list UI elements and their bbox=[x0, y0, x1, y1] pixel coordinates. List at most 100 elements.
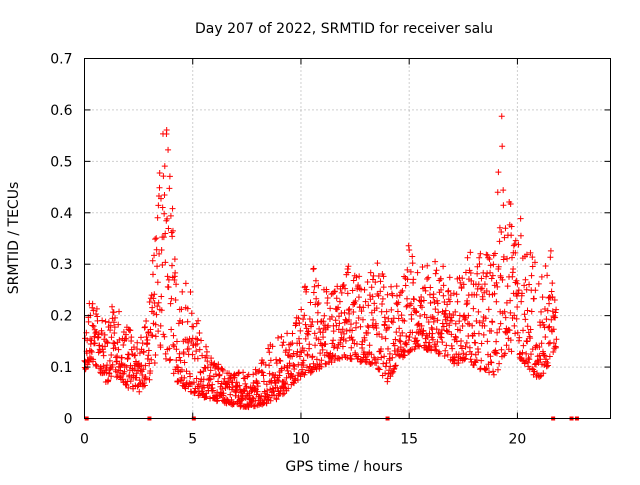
data-point bbox=[207, 367, 214, 374]
data-point bbox=[127, 378, 134, 385]
data-point bbox=[369, 293, 376, 300]
data-point bbox=[333, 322, 340, 329]
data-point bbox=[236, 382, 243, 389]
data-point bbox=[503, 299, 510, 306]
data-point bbox=[130, 385, 137, 392]
data-point bbox=[452, 320, 459, 327]
data-point bbox=[201, 384, 208, 391]
data-point bbox=[278, 333, 285, 340]
data-point bbox=[235, 370, 242, 377]
data-point bbox=[428, 324, 435, 331]
data-point bbox=[123, 364, 130, 371]
data-point bbox=[112, 314, 119, 321]
data-point bbox=[328, 359, 335, 366]
data-point bbox=[327, 305, 334, 312]
data-point bbox=[146, 298, 153, 305]
data-point bbox=[184, 305, 191, 312]
data-point bbox=[336, 320, 343, 327]
data-point bbox=[543, 316, 550, 323]
data-point bbox=[142, 323, 149, 330]
data-point bbox=[411, 296, 418, 303]
data-point bbox=[104, 362, 111, 369]
data-point bbox=[192, 341, 199, 348]
data-point bbox=[245, 404, 252, 411]
data-point bbox=[547, 254, 554, 261]
data-point bbox=[493, 338, 500, 345]
data-point bbox=[86, 358, 93, 365]
data-point bbox=[200, 376, 207, 383]
data-point bbox=[379, 300, 386, 307]
data-point bbox=[383, 308, 390, 315]
data-point bbox=[510, 266, 517, 273]
data-point bbox=[362, 298, 369, 305]
data-point bbox=[361, 286, 368, 293]
data-point bbox=[140, 366, 147, 373]
data-point bbox=[486, 256, 493, 263]
data-point bbox=[280, 339, 287, 346]
data-point bbox=[228, 396, 235, 403]
data-point bbox=[442, 347, 449, 354]
data-point bbox=[368, 351, 375, 358]
data-point bbox=[430, 315, 437, 322]
data-point bbox=[159, 261, 166, 268]
data-point bbox=[432, 270, 439, 277]
data-point bbox=[321, 312, 328, 319]
data-point bbox=[367, 269, 374, 276]
data-point bbox=[394, 308, 401, 315]
data-point bbox=[152, 321, 159, 328]
data-point bbox=[200, 368, 207, 375]
data-point bbox=[506, 327, 513, 334]
y-tick-label: 0.3 bbox=[50, 257, 72, 273]
data-point bbox=[172, 297, 179, 304]
data-point bbox=[306, 341, 313, 348]
data-point bbox=[517, 232, 524, 239]
data-point bbox=[170, 370, 177, 377]
data-point bbox=[392, 363, 399, 370]
data-point bbox=[277, 357, 284, 364]
data-point bbox=[514, 329, 521, 336]
data-point bbox=[374, 260, 381, 267]
data-point bbox=[215, 378, 222, 385]
data-point bbox=[364, 279, 371, 286]
data-point bbox=[88, 347, 95, 354]
data-point bbox=[527, 249, 534, 256]
data-point bbox=[402, 282, 409, 289]
data-point bbox=[203, 343, 210, 350]
data-point bbox=[432, 258, 439, 265]
data-point bbox=[489, 319, 496, 326]
data-point bbox=[429, 336, 436, 343]
data-point bbox=[286, 346, 293, 353]
data-point bbox=[548, 288, 555, 295]
data-point bbox=[297, 327, 304, 334]
data-point bbox=[219, 367, 226, 374]
data-point bbox=[481, 322, 488, 329]
data-point bbox=[375, 292, 382, 299]
data-point bbox=[477, 285, 484, 292]
data-point bbox=[489, 272, 496, 279]
data-point bbox=[537, 356, 544, 363]
data-point bbox=[204, 358, 211, 365]
data-point bbox=[481, 281, 488, 288]
data-point bbox=[498, 113, 505, 120]
data-point bbox=[494, 366, 501, 373]
data-point bbox=[345, 317, 352, 324]
data-point bbox=[150, 295, 157, 302]
data-point bbox=[310, 360, 317, 367]
data-point bbox=[524, 338, 531, 345]
data-point bbox=[151, 359, 158, 366]
data-point bbox=[370, 316, 377, 323]
data-point bbox=[415, 342, 422, 349]
data-point bbox=[193, 320, 200, 327]
data-point bbox=[537, 373, 544, 380]
data-point bbox=[469, 322, 476, 329]
chart-title: Day 207 of 2022, SRMTID for receiver sal… bbox=[195, 21, 493, 37]
data-point bbox=[111, 324, 118, 331]
data-point bbox=[386, 350, 393, 357]
data-point bbox=[194, 336, 201, 343]
data-point bbox=[493, 350, 500, 357]
data-point bbox=[136, 350, 143, 357]
data-point bbox=[173, 281, 180, 288]
data-point bbox=[258, 368, 265, 375]
data-point bbox=[389, 319, 396, 326]
data-point bbox=[508, 232, 515, 239]
